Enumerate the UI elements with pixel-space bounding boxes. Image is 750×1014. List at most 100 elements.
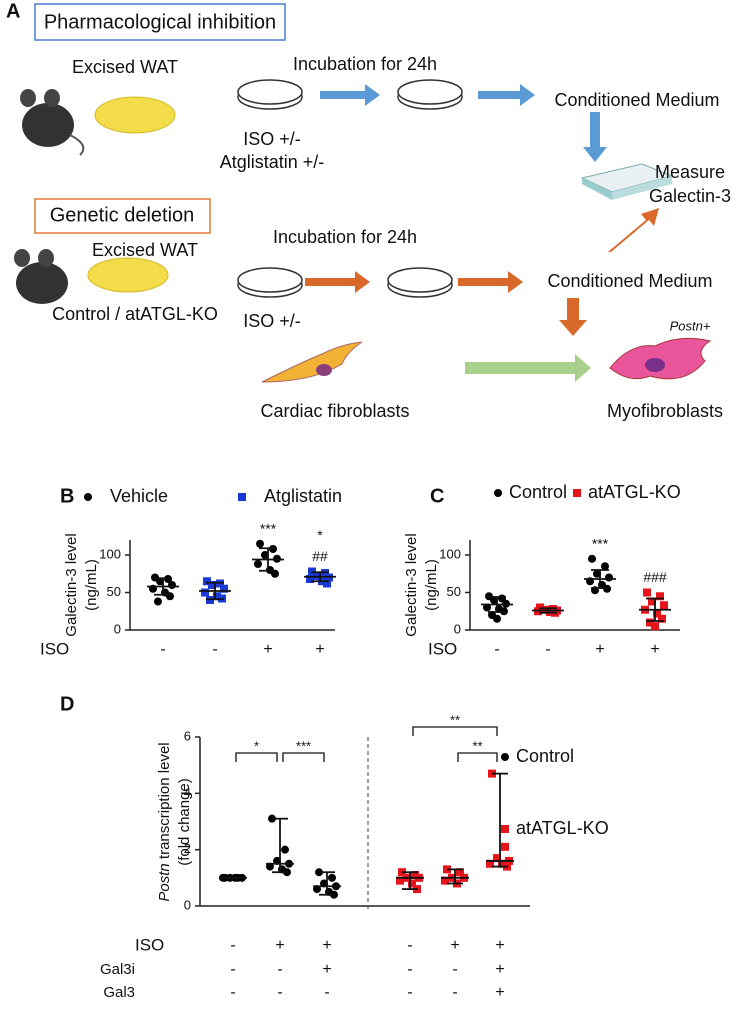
data-point xyxy=(493,854,501,863)
bracket xyxy=(235,752,278,762)
section-title: Pharmacological inhibition xyxy=(44,11,276,33)
row-value: - xyxy=(545,641,550,658)
label-text: transcription level xyxy=(156,742,173,863)
data-point xyxy=(456,868,464,877)
myofibroblast-icon xyxy=(609,337,712,380)
row-value: - xyxy=(452,984,457,1001)
marker-label: Postn+ xyxy=(670,318,711,333)
row-value: - xyxy=(324,984,329,1001)
output-label: Conditioned Medium xyxy=(547,271,712,291)
data-point xyxy=(648,597,656,606)
data-point xyxy=(323,579,331,588)
legend-label: Atglistatin xyxy=(264,486,342,506)
y-tick-label: 50 xyxy=(107,584,121,599)
y-axis-label: (ng/mL) xyxy=(83,559,100,611)
significance: * xyxy=(254,738,259,753)
data-point xyxy=(493,614,501,623)
nucleus xyxy=(316,364,332,376)
legend-label: Control xyxy=(509,482,567,502)
significance: *** xyxy=(260,520,277,536)
data-point xyxy=(306,575,314,583)
data-point xyxy=(651,622,659,631)
data-point xyxy=(166,592,174,601)
row-value: - xyxy=(407,961,412,978)
data-point xyxy=(501,842,509,851)
legend-label: Control xyxy=(516,746,574,766)
y-axis-label: Galectin-3 level xyxy=(403,533,420,636)
row-value: - xyxy=(230,937,235,954)
row-value: + xyxy=(595,641,604,658)
y-tick-label: 100 xyxy=(439,546,461,561)
row-label: Gal3i xyxy=(100,961,135,978)
significance: * xyxy=(317,527,323,543)
genotype-label: Control / atATGL-KO xyxy=(52,304,218,324)
significance: ### xyxy=(643,569,667,585)
data-point xyxy=(156,577,164,586)
significance: *** xyxy=(592,535,609,551)
mouse-icon xyxy=(20,89,85,156)
y-tick-label: 100 xyxy=(99,546,121,561)
orange-arrows xyxy=(305,208,659,336)
row-value: - xyxy=(212,641,217,658)
legend-label: Vehicle xyxy=(110,486,168,506)
y-axis-label: Galectin-3 level xyxy=(63,533,80,636)
bracket xyxy=(282,752,325,762)
y-tick-label: 0 xyxy=(454,621,461,636)
data-point xyxy=(220,584,228,593)
tissue-label: Excised WAT xyxy=(72,57,178,77)
significance: ** xyxy=(450,712,460,727)
data-point xyxy=(660,601,668,610)
gene-name: Postn xyxy=(156,863,173,901)
data-point xyxy=(396,876,404,885)
data-point xyxy=(254,560,262,568)
cell-label: Cardiac fibroblasts xyxy=(260,401,409,421)
row-value: - xyxy=(230,961,235,978)
row-value: + xyxy=(263,641,272,658)
row-value: + xyxy=(495,937,504,954)
fat-tissue xyxy=(87,257,169,293)
data-point xyxy=(656,592,664,601)
y-tick-label: 0 xyxy=(114,621,121,636)
y-tick-label: 50 xyxy=(447,584,461,599)
data-point xyxy=(605,573,613,582)
data-point xyxy=(154,597,162,606)
row-label: ISO xyxy=(428,639,457,658)
legend-marker xyxy=(494,489,502,497)
data-point xyxy=(593,569,601,578)
data-point xyxy=(646,618,654,627)
row-value: + xyxy=(322,937,331,954)
row-value: + xyxy=(275,937,284,954)
row-label: ISO xyxy=(135,935,164,954)
data-point xyxy=(588,554,596,563)
data-point xyxy=(256,539,264,548)
data-point xyxy=(261,551,269,559)
panel-label: D xyxy=(60,693,74,715)
row-value: - xyxy=(160,641,165,658)
data-point xyxy=(486,859,494,868)
tissue-label: Excised WAT xyxy=(92,240,198,260)
incubation-label: Incubation for 24h xyxy=(293,54,437,74)
legend-marker xyxy=(238,493,246,501)
y-axis-label: Postn transcription level xyxy=(156,742,173,901)
treatment-label: ISO +/- xyxy=(243,311,301,331)
data-point xyxy=(490,596,498,604)
section-box xyxy=(34,198,211,234)
bracket xyxy=(457,752,498,762)
row-value: - xyxy=(407,937,412,954)
row-value: + xyxy=(650,641,659,658)
y-tick-label: 4 xyxy=(184,785,191,800)
legend-marker xyxy=(501,825,509,833)
measure-label: Galectin-3 xyxy=(649,186,731,206)
significance: ** xyxy=(472,738,482,753)
y-tick-label: 6 xyxy=(184,728,191,743)
row-value: + xyxy=(495,961,504,978)
data-point xyxy=(483,603,491,612)
row-value: + xyxy=(322,961,331,978)
data-point xyxy=(168,581,176,589)
treatment-label: Atglistatin +/- xyxy=(220,152,325,172)
fat-tissue xyxy=(94,96,176,134)
data-point xyxy=(643,588,651,597)
data-point xyxy=(441,876,449,885)
data-point xyxy=(498,859,506,868)
row-value: - xyxy=(230,984,235,1001)
